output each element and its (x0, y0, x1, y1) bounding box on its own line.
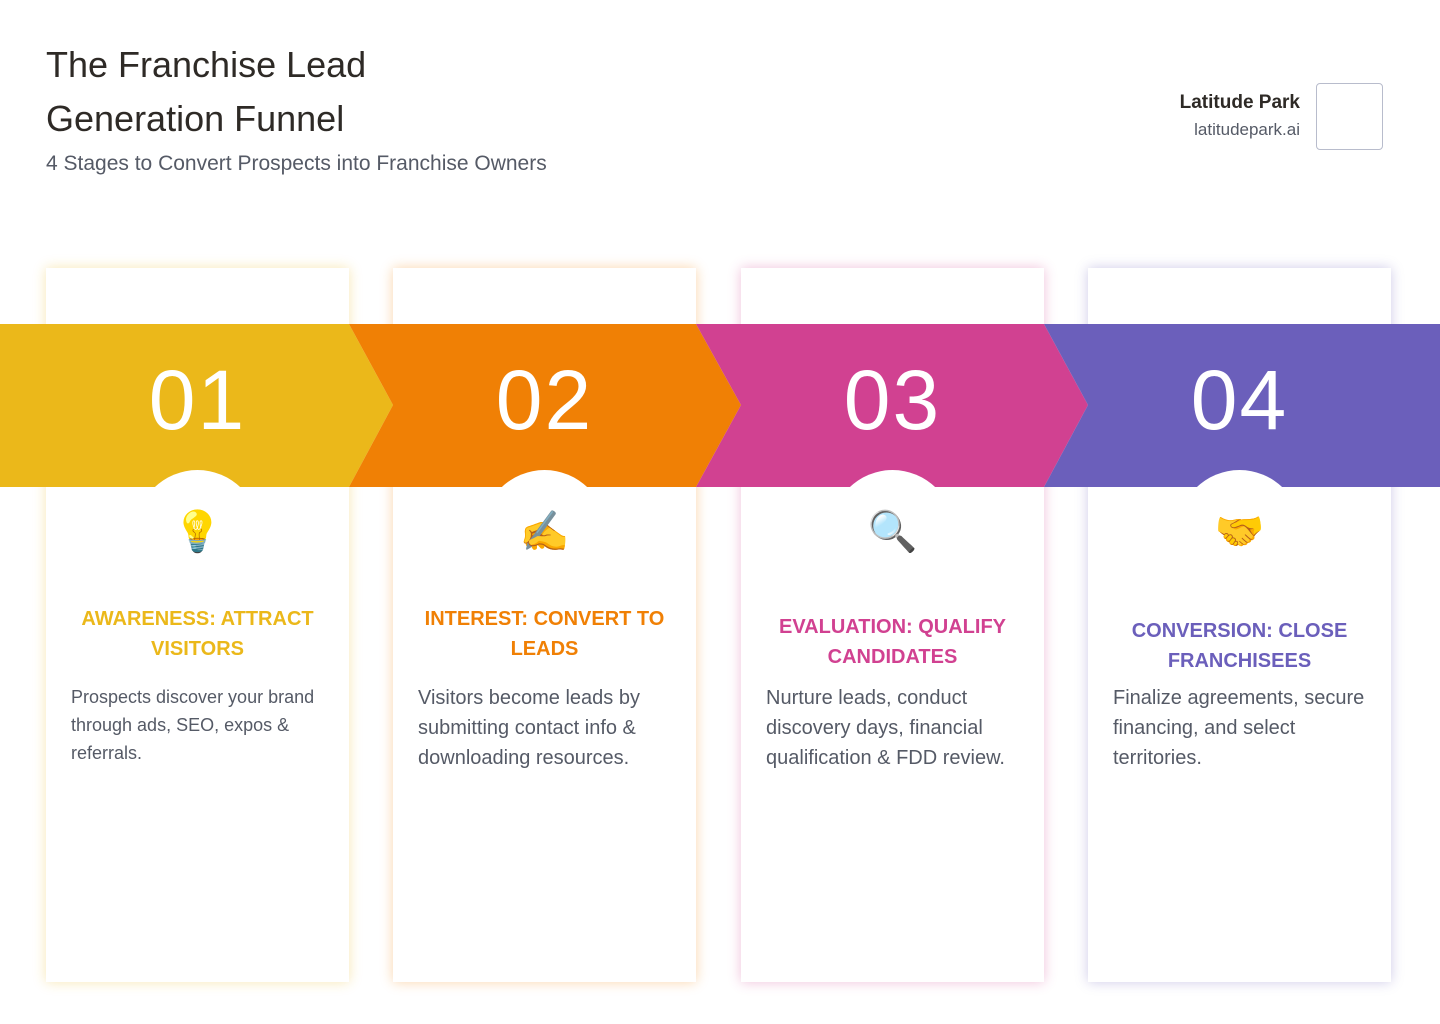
stage-title: INTEREST: CONVERT TO LEADS (424, 608, 665, 660)
stage-number: 03 (843, 353, 942, 447)
stage-number: 04 (1190, 353, 1289, 447)
stage-icon: 🔍 (867, 510, 918, 554)
brand-name: Latitude Park (1179, 92, 1300, 113)
stage-description: Visitors become leads by submitting cont… (418, 687, 640, 769)
title: The Franchise Lead Generation Funnel (46, 44, 367, 139)
stage-title: CONVERSION: CLOSE FRANCHISEES (1131, 620, 1348, 672)
stage-icon: 💡 (172, 510, 223, 554)
stage-icon: 🤝 (1214, 510, 1265, 554)
stage-title: EVALUATION: QUALIFY CANDIDATES (778, 616, 1007, 668)
stage-description: Finalize agreements, secure financing, a… (1113, 687, 1365, 769)
stage-title: AWARENESS: ATTRACT VISITORS (81, 608, 314, 660)
subtitle: 4 Stages to Convert Prospects into Franc… (46, 152, 547, 175)
stage-description: Nurture leads, conduct discovery days, f… (766, 687, 1005, 769)
brand-url: latitudepark.ai (1194, 120, 1300, 139)
stage-icon: ✍️ (519, 510, 570, 554)
logo (1316, 83, 1383, 150)
stage-description: Prospects discover your brand through ad… (71, 687, 315, 763)
stage-number: 01 (148, 353, 247, 447)
stage-number: 02 (495, 353, 594, 447)
